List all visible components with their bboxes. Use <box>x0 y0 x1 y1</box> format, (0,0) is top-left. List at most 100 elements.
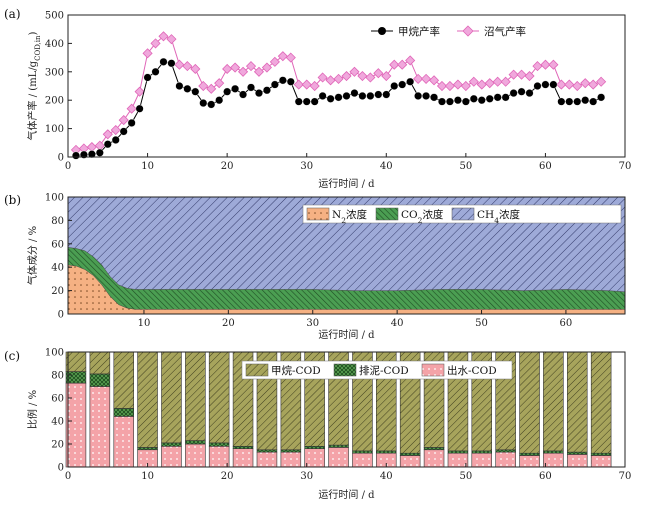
methane-yield-point <box>358 91 367 100</box>
legend-n2-swatch <box>306 207 330 221</box>
panel-a-legend: 甲烷产率 沼气产率 <box>371 25 526 38</box>
sludge-cod-bar <box>185 440 206 445</box>
sludge-cod-bar <box>399 452 421 456</box>
methane-yield-point <box>151 67 160 76</box>
effluent-cod-bar <box>543 452 564 468</box>
biogas-yield-point <box>436 80 448 92</box>
panel-c-x-tick-label: 60 <box>539 471 552 482</box>
biogas-yield-point <box>190 63 201 75</box>
biogas-yield-point <box>532 61 543 72</box>
methane-yield-point <box>95 148 104 157</box>
sludge-cod-bar <box>519 452 540 456</box>
sludge-cod-bar <box>280 449 302 453</box>
panel-a-x-axis-title: 运行时间 / d <box>318 177 375 190</box>
panel-a-y-tick-label: 0 <box>58 153 64 164</box>
panel-b-y-tick-label: 60 <box>51 239 64 250</box>
legend-n2-label: N2浓度 <box>332 208 367 225</box>
biogas-yield-point <box>285 52 296 63</box>
panel-c-y-tick-label: 100 <box>45 348 64 359</box>
sludge-cod-bar <box>137 447 158 450</box>
biogas-yield-point <box>492 76 503 87</box>
effluent-cod-bar <box>399 455 421 468</box>
biogas-yield-point <box>357 70 368 82</box>
effluent-cod-bar <box>519 455 540 468</box>
methane-yield-point <box>302 97 311 106</box>
panel-c-x-tick-label: 50 <box>459 471 472 482</box>
sludge-cod-bar <box>328 444 349 448</box>
biogas-yield-point <box>500 76 511 87</box>
methane-yield-point <box>111 135 120 144</box>
methane-yield-point <box>557 97 566 106</box>
legend-effluent-cod-swatch <box>421 363 445 377</box>
panel-b-axes: 10 20 30 40 50 60 0 20 40 60 80 100 <box>45 193 572 330</box>
legend-co2-label: CO2浓度 <box>401 208 444 225</box>
methane-yield-point <box>223 87 232 96</box>
biogas-yield-point <box>325 75 336 86</box>
panel-c-legend-box <box>241 360 513 380</box>
panel-c-label: (c) <box>4 349 20 363</box>
biogas-yield-point <box>174 59 185 70</box>
panel-b-x-tick-label: 60 <box>560 318 573 329</box>
methane-yield-point <box>453 96 462 105</box>
methane-cod-bar <box>590 351 612 454</box>
biogas-yield-point <box>222 63 233 75</box>
sludge-cod-bar <box>352 450 373 454</box>
biogas-yield-point <box>524 70 535 82</box>
biogas-yield-point <box>166 34 177 45</box>
biogas-yield-point <box>237 66 249 77</box>
panel-b-y-tick-label: 0 <box>58 310 64 321</box>
panel-b-x-tick-label: 40 <box>391 318 404 329</box>
biogas-yield-point <box>556 79 567 90</box>
biogas-yield-point <box>476 79 487 90</box>
effluent-cod-bar <box>256 451 278 468</box>
biogas-yield-point <box>421 73 432 84</box>
biogas-yield-point <box>460 80 471 92</box>
panel-b-x-tick-label: 50 <box>475 318 488 329</box>
effluent-cod-bar <box>232 448 254 468</box>
biogas-yield-point <box>397 59 408 70</box>
panel-b-y-tick-label: 80 <box>51 216 64 227</box>
sludge-cod-bar <box>423 447 445 450</box>
panel-a-y-axis-title-main: 气体产率 / (mL/g <box>26 60 39 140</box>
panel-a-y-axis-title-end: ) <box>28 31 39 35</box>
methane-yield-point <box>445 97 454 106</box>
biogas-yield-point <box>548 59 559 70</box>
biogas-yield-point <box>245 61 257 72</box>
biogas-yield-point <box>413 73 424 84</box>
biogas-yield-point <box>452 79 463 90</box>
effluent-cod-bar <box>447 452 469 468</box>
biogas-yield-point <box>341 70 352 82</box>
biogas-yield-point <box>182 61 193 72</box>
sludge-cod-bar <box>65 371 87 384</box>
panel-b-gas-composition: (b) 10 20 30 40 50 60 0 20 40 60 80 100 运行时间 / d 气体… <box>4 193 626 341</box>
methane-yield-point <box>87 150 96 159</box>
effluent-cod-bar <box>65 382 87 468</box>
panel-b-x-tick-label: 20 <box>222 318 235 329</box>
legend-ch4-sub: 4 <box>494 216 499 225</box>
panel-a-x-tick-label: 30 <box>300 161 313 172</box>
biogas-yield-point <box>253 66 265 77</box>
methane-yield-point <box>533 81 542 90</box>
panel-c-legend: 甲烷-COD 排泥-COD 出水-COD <box>241 360 513 380</box>
effluent-cod-bar <box>280 451 302 468</box>
biogas-yield-point <box>150 38 161 49</box>
panel-a-y-tick-label: 100 <box>45 124 64 135</box>
methane-yield-point <box>597 93 606 102</box>
panel-b-y-tick-label: 40 <box>51 263 64 274</box>
effluent-cod-bar <box>471 452 492 468</box>
legend-co2-swatch <box>375 207 399 221</box>
methane-cod-bar <box>519 351 540 454</box>
methane-yield-point <box>406 77 415 86</box>
biogas-yield-point <box>389 59 400 70</box>
biogas-yield-point <box>444 80 456 92</box>
panel-a-x-tick-label: 40 <box>380 161 393 172</box>
effluent-cod-bar <box>590 455 612 468</box>
methane-yield-point <box>215 96 224 105</box>
panel-c-x-tick-label: 40 <box>380 471 393 482</box>
legend-biogas-marker-swatch <box>462 25 474 37</box>
methane-cod-bar <box>566 351 588 453</box>
panel-b-y-tick-label: 20 <box>51 286 64 297</box>
biogas-yield-point <box>269 56 280 67</box>
methane-yield-point <box>119 127 128 136</box>
sludge-cod-bar <box>447 450 469 454</box>
